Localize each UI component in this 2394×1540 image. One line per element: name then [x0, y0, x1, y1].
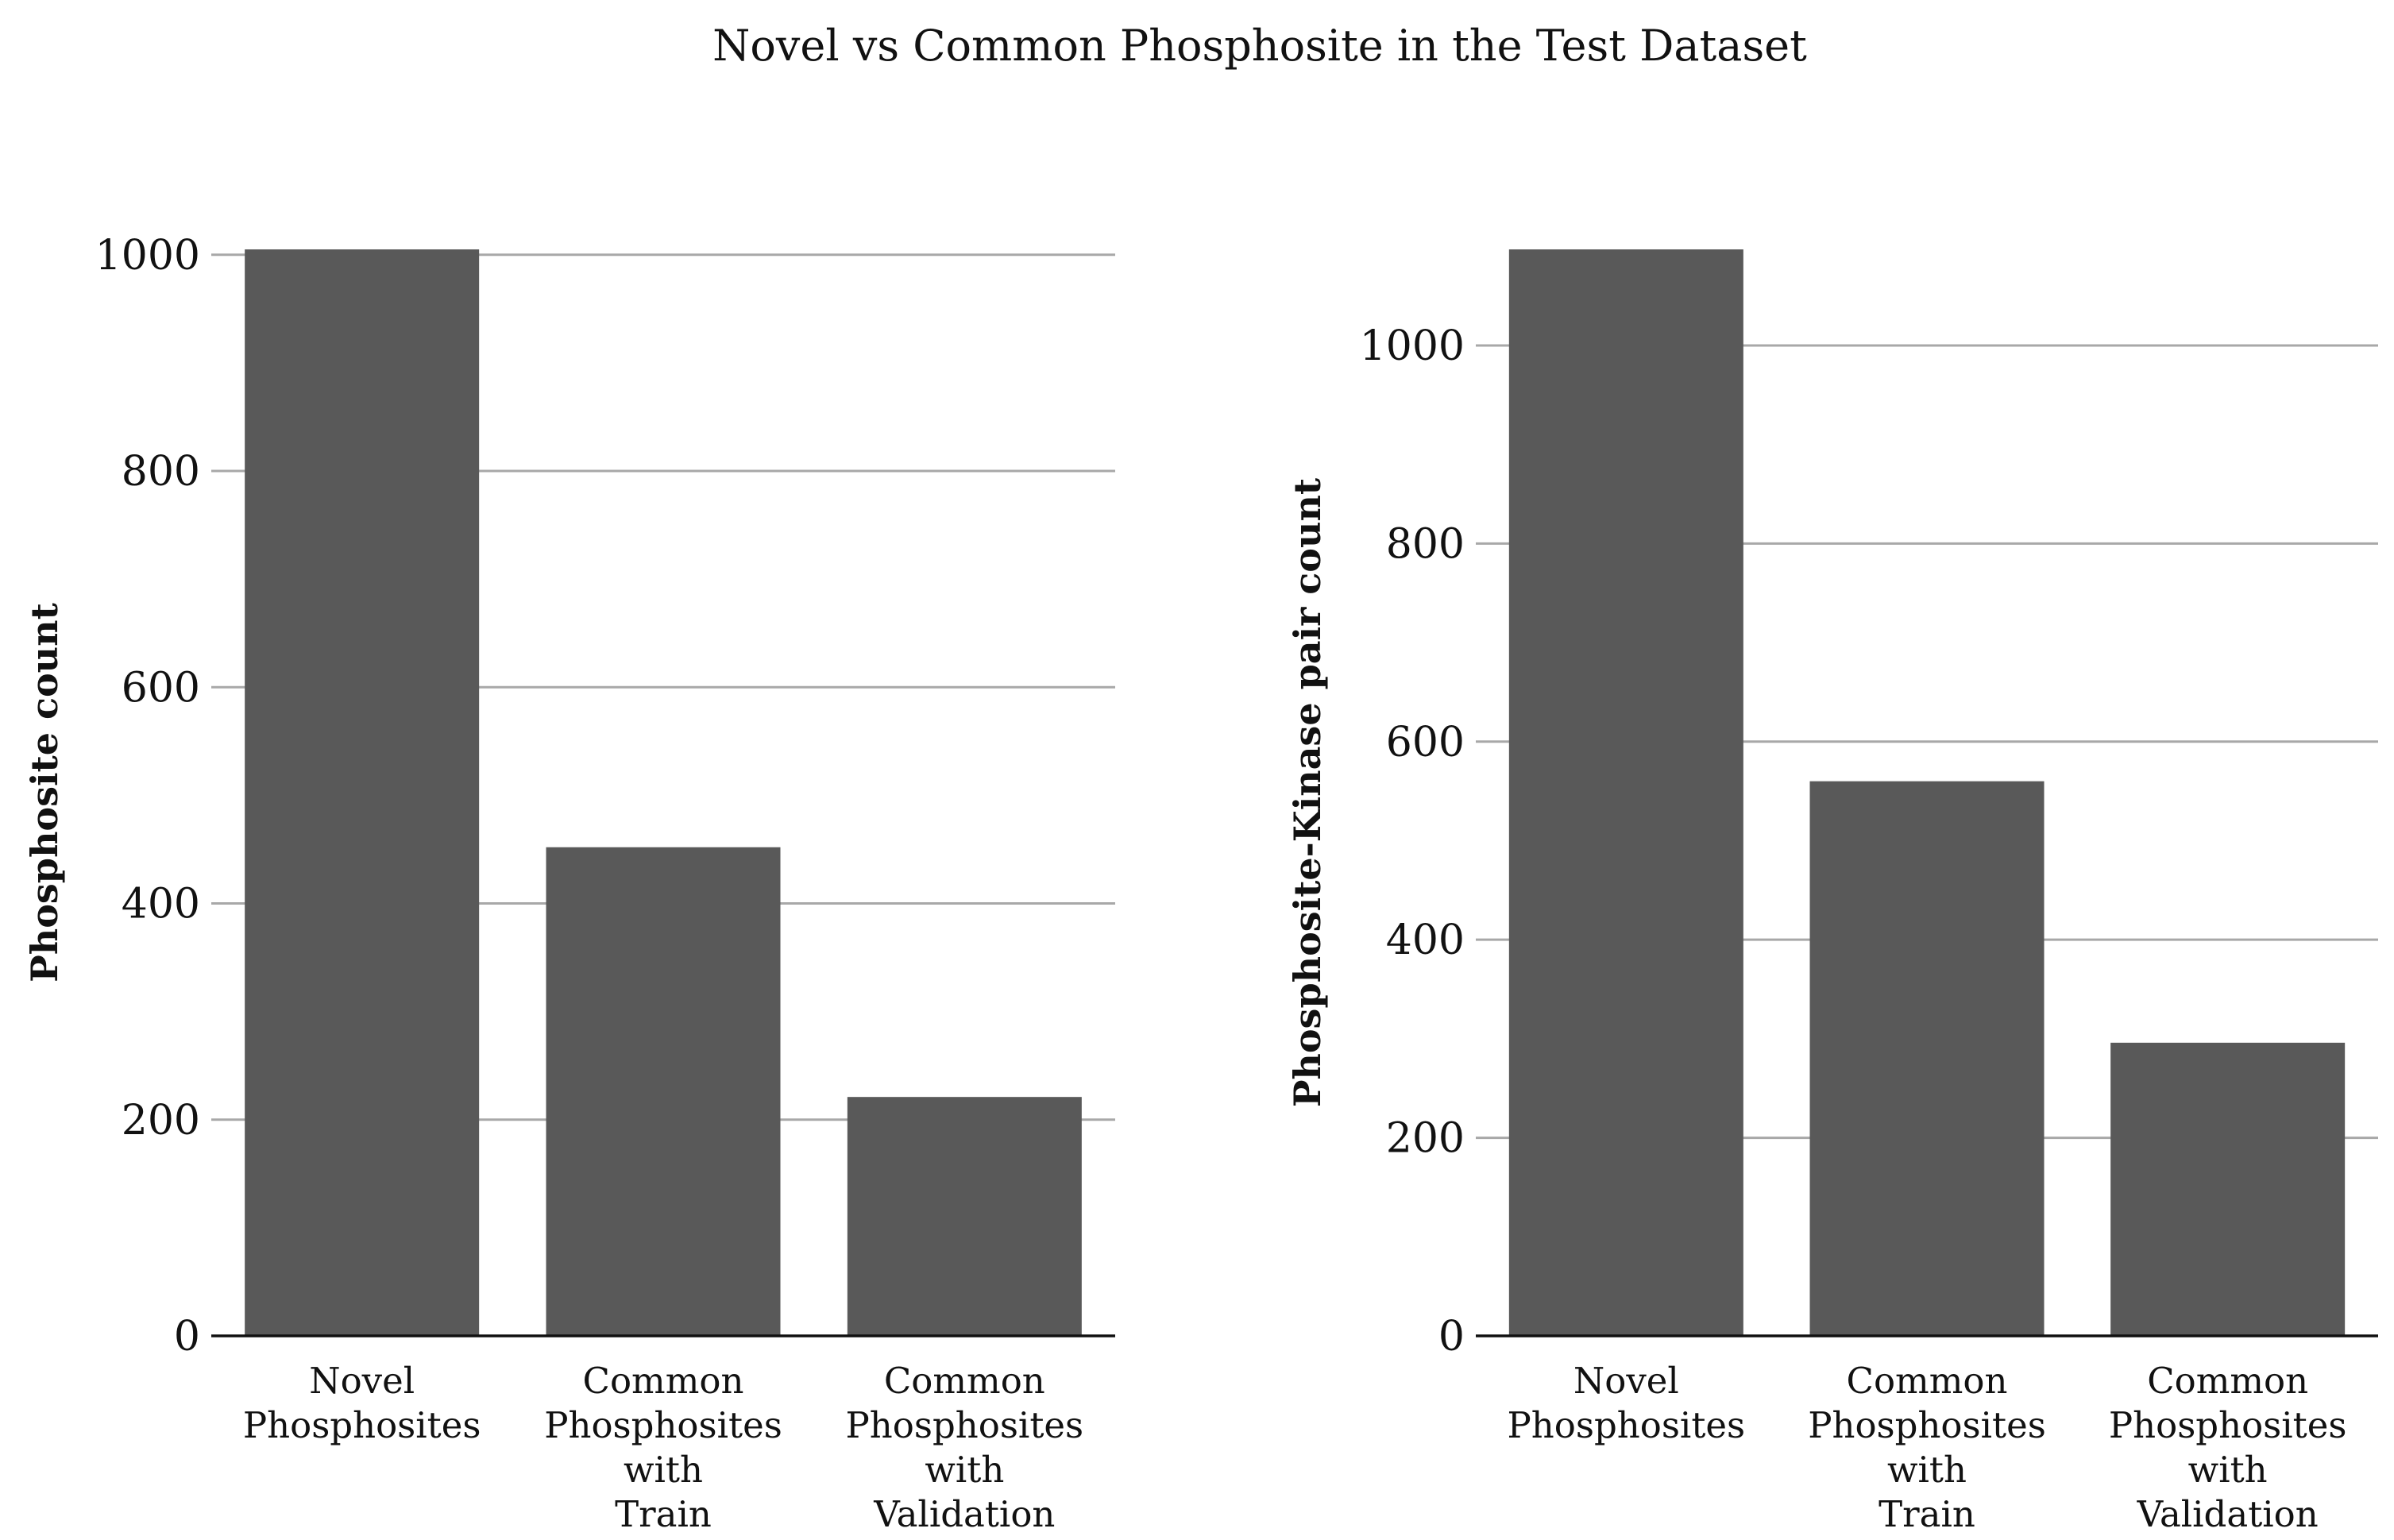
- y-tick-label: 800: [122, 448, 200, 496]
- x-tick-label: Novel Phosphosites: [243, 1360, 481, 1446]
- y-tick-label: 600: [122, 664, 200, 712]
- bar: [2110, 1042, 2346, 1336]
- x-tick-label: Common Phosphosites with Validation: [2109, 1360, 2347, 1535]
- y-tick-label: 0: [174, 1313, 200, 1361]
- bar: [546, 847, 781, 1336]
- y-tick-label: 400: [122, 881, 200, 928]
- figure-title: Novel vs Common Phosphosite in the Test …: [712, 21, 1807, 71]
- x-tick-label: Novel Phosphosites: [1508, 1360, 1746, 1446]
- bar: [245, 249, 480, 1336]
- y-tick-label: 0: [1438, 1313, 1465, 1361]
- y-axis-label: Phosphosite-Kinase pair count: [1286, 477, 1329, 1107]
- x-tick-label: Common Phosphosites with Train: [1808, 1360, 2046, 1535]
- y-tick-label: 1000: [1360, 322, 1465, 370]
- y-tick-label: 200: [1386, 1115, 1465, 1163]
- x-tick-label: Common Phosphosites with Train: [544, 1360, 782, 1535]
- left-bar-chart: 0 200 400 600 800 1000 Novel Phosphosites Common…: [23, 232, 1115, 1535]
- y-tick-label: 200: [122, 1097, 200, 1144]
- x-tick-label: Common Phosphosites with Validation: [846, 1360, 1084, 1535]
- y-tick-label: 1000: [95, 232, 200, 280]
- y-tick-label: 600: [1386, 719, 1465, 766]
- y-tick-label: 400: [1386, 917, 1465, 964]
- bar: [847, 1097, 1082, 1336]
- right-bar-chart: 0 200 400 600 800 1000 Novel Phosphosites Common…: [1286, 249, 2378, 1535]
- y-tick-label: 800: [1386, 520, 1465, 568]
- y-axis-label: Phosphosite count: [23, 602, 66, 982]
- bar: [1508, 249, 1743, 1336]
- bar: [1809, 781, 2045, 1336]
